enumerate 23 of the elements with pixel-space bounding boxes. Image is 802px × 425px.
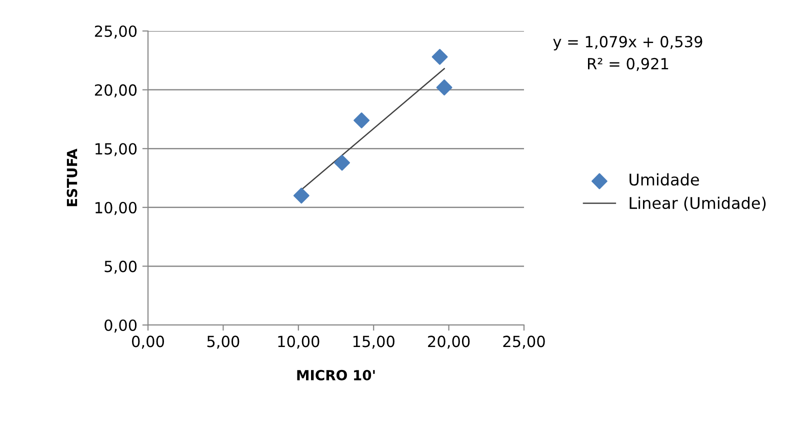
- point: [334, 154, 350, 171]
- text: y = 1,079x + 0,539: [553, 36, 702, 50]
- y-tick-label: 10,00: [96, 202, 137, 215]
- point: [432, 48, 448, 65]
- x-tick-label: 5,00: [207, 336, 240, 349]
- y-axis-title: ESTUFA: [66, 148, 78, 206]
- x-tick-label: 0,00: [132, 336, 164, 349]
- text: R² = 0,921: [588, 58, 668, 71]
- legend-label: Umidade: [630, 173, 699, 186]
- x-tick-label: 25,00: [503, 336, 545, 349]
- x-tick-label: 20,00: [428, 336, 470, 349]
- point: [436, 79, 452, 96]
- x-tick-label: 15,00: [353, 336, 394, 349]
- y-tick-label: 5,00: [104, 260, 137, 274]
- point: [354, 112, 370, 128]
- y-tick-label: 0,00: [104, 319, 137, 333]
- y-tick-label: 20,00: [94, 84, 137, 98]
- x-tick-label: 10,00: [278, 336, 320, 349]
- y-tick-label: 15,00: [96, 143, 137, 156]
- x-axis-title: MICRO 10': [297, 370, 375, 380]
- y-tick-label: 25,00: [94, 25, 137, 39]
- point: [293, 188, 310, 204]
- legend-label: Linear (Umidade): [630, 196, 766, 211]
